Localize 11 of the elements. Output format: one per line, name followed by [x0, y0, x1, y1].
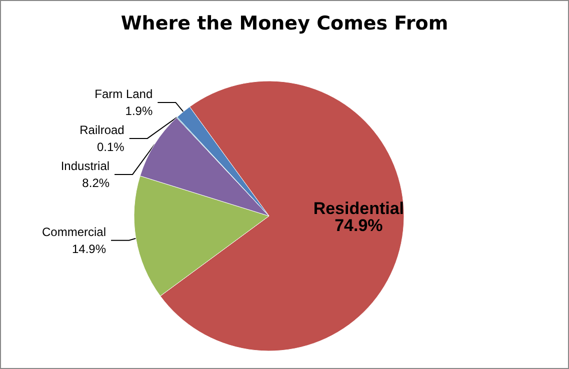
data-label: 8.2% — [82, 176, 110, 190]
chart-title: Where the Money Comes From — [120, 12, 448, 34]
slice-label: Residential — [313, 198, 404, 218]
data-label: 1.9% — [125, 104, 153, 118]
data-label: 74.9% — [334, 216, 383, 235]
slice-label: Commercial — [42, 224, 106, 239]
data-label: 14.9% — [72, 242, 106, 256]
slice-label: Farm Land — [94, 86, 153, 101]
slice-label: Railroad — [80, 122, 124, 137]
data-label: 0.1% — [96, 140, 125, 154]
slice-label: Industrial — [60, 158, 110, 173]
